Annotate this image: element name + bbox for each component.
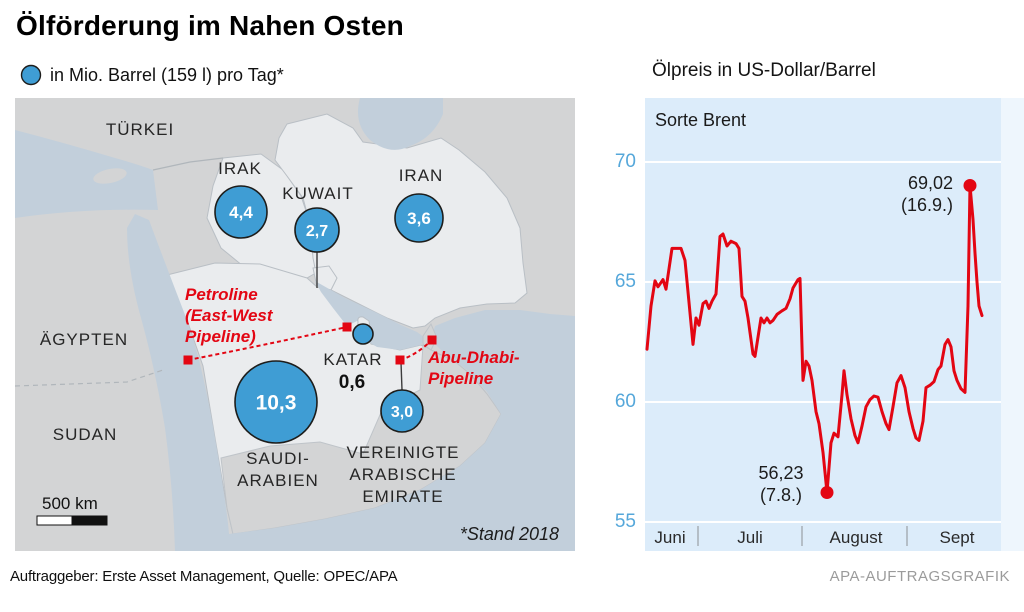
middle-east-map: 4,4 2,7 3,6 10,3 3,0 500 km *Stand 2018 TÜRK… — [15, 98, 575, 551]
annotation-dot — [963, 179, 977, 193]
country-label-sudan: SUDAN — [52, 425, 118, 444]
source-credit: Auftraggeber: Erste Asset Management, Qu… — [10, 568, 398, 585]
bubble-value: 10,3 — [256, 392, 297, 415]
abu-dhabi-pipeline-node — [427, 335, 437, 345]
map-note: *Stand 2018 — [459, 524, 559, 544]
abu-dhabi-pipeline-node — [395, 355, 405, 365]
petroline-pipeline-label: Petroline (East-West Pipeline) — [185, 285, 273, 346]
map-canvas: 4,4 2,7 3,6 10,3 3,0 — [15, 98, 575, 551]
y-tick-55: 55 — [614, 511, 636, 532]
bubble-value: 2,7 — [306, 223, 328, 240]
petroline-pipeline-line — [187, 326, 348, 361]
chart-canvas — [645, 161, 1001, 546]
mediterranean-sea — [15, 130, 158, 218]
bubble-vereinigte-arabische-emirate — [380, 389, 424, 433]
legend-bubble-icon — [20, 64, 42, 86]
katar-production-value: 0,6 — [338, 372, 366, 393]
y-tick-65: 65 — [614, 271, 636, 292]
country-label-saudi-arabien: SAUDI- ARABIEN — [237, 449, 319, 490]
y-tick-70: 70 — [614, 151, 636, 172]
bubble-katar — [352, 323, 374, 345]
caspian-sea — [357, 98, 443, 150]
red-sea-arabian-sea — [127, 214, 575, 551]
cyprus-island — [93, 168, 127, 184]
bubble-iran — [394, 193, 444, 243]
bubble-value: 4,4 — [229, 203, 253, 222]
bubble-value: 3,6 — [407, 209, 431, 228]
legend-label: in Mio. Barrel (159 l) pro Tag* — [50, 64, 284, 85]
sea-shapes — [15, 98, 575, 551]
annotation-69-02: 69,02 (16.9.) — [900, 173, 953, 215]
series-label: Sorte Brent — [655, 110, 747, 130]
pipeline-layer — [183, 322, 437, 365]
bubble-irak — [214, 185, 268, 239]
scale-label: 500 km — [42, 494, 98, 513]
brent-price-line — [645, 184, 984, 494]
annotation-dot — [820, 485, 834, 499]
bubble-kuwait — [294, 207, 340, 253]
country-label-tuerkei: TÜRKEI — [105, 120, 175, 139]
country-label-aegypten: ÄGYPTEN — [39, 330, 129, 349]
country-label-vae: VEREINIGTE ARABISCHE EMIRATE — [346, 443, 460, 506]
petroline-pipeline-node — [342, 322, 352, 332]
x-label-juli: Juli — [737, 528, 763, 547]
country-label-iran: IRAN — [398, 166, 444, 185]
oil-price-chart: Sorte Brent Juni Juli August Sept 69,02 (16… — [645, 98, 1001, 551]
country-label-kuwait: KUWAIT — [282, 184, 354, 203]
legend: in Mio. Barrel (159 l) pro Tag* — [20, 64, 284, 86]
production-bubbles: 4,4 2,7 3,6 10,3 3,0 — [214, 185, 444, 444]
x-label-juni: Juni — [654, 528, 686, 547]
x-label-august: August — [829, 528, 883, 547]
bubble-saudi-arabien — [234, 360, 318, 444]
x-label-sept: Sept — [939, 528, 975, 547]
pointer-lines — [316, 252, 403, 391]
annotation-56-23: 56,23 (7.8.) — [758, 463, 804, 505]
country-label-irak: IRAK — [218, 159, 262, 178]
borders — [15, 157, 224, 387]
country-label-katar: KATAR — [323, 350, 383, 369]
page-title: Ölförderung im Nahen Osten — [16, 10, 404, 41]
chart-title: Ölpreis in US-Dollar/Barrel — [652, 60, 876, 81]
vae-pointer-line — [400, 361, 403, 391]
agency-credit: APA-AUFTRAGSGRAFIK — [829, 568, 1010, 585]
scale-bar — [36, 515, 108, 526]
abu-dhabi-pipeline-label: Abu-Dhabi- Pipeline — [428, 348, 520, 388]
chart-y-axis: 70 65 60 55 — [598, 98, 638, 551]
petroline-pipeline-node — [183, 355, 193, 365]
bubble-value: 3,0 — [391, 404, 413, 421]
chart-right-margin — [1001, 98, 1024, 551]
y-tick-60: 60 — [614, 391, 636, 412]
persian-gulf — [315, 281, 425, 350]
